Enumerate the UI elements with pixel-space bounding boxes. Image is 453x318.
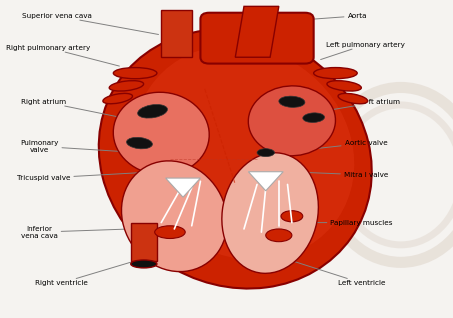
- Ellipse shape: [222, 153, 318, 273]
- Ellipse shape: [257, 149, 275, 156]
- Ellipse shape: [113, 67, 157, 79]
- Ellipse shape: [121, 161, 227, 272]
- FancyBboxPatch shape: [200, 13, 313, 64]
- Ellipse shape: [338, 93, 368, 104]
- Text: Left ventricle: Left ventricle: [294, 262, 386, 286]
- Ellipse shape: [109, 81, 144, 91]
- Text: Right ventricle: Right ventricle: [35, 255, 154, 286]
- Text: Pulmonary
valve: Pulmonary valve: [20, 140, 137, 153]
- Ellipse shape: [281, 211, 303, 222]
- Text: Papillary muscles: Papillary muscles: [304, 220, 393, 225]
- Ellipse shape: [138, 105, 168, 118]
- Text: Aorta: Aorta: [273, 13, 367, 22]
- Polygon shape: [235, 6, 279, 57]
- Text: Superior vena cava: Superior vena cava: [22, 13, 159, 34]
- Ellipse shape: [327, 81, 361, 91]
- Text: Right pulmonary artery: Right pulmonary artery: [6, 45, 120, 66]
- Ellipse shape: [266, 229, 292, 242]
- Ellipse shape: [113, 92, 209, 175]
- Ellipse shape: [126, 137, 152, 149]
- Text: Le ft atrium: Le ft atrium: [325, 99, 400, 111]
- Polygon shape: [131, 223, 157, 261]
- Text: Tricuspid valve: Tricuspid valve: [17, 172, 154, 181]
- Ellipse shape: [155, 226, 185, 238]
- Text: Inferior
vena cava: Inferior vena cava: [21, 226, 128, 238]
- Ellipse shape: [131, 260, 157, 268]
- Ellipse shape: [248, 86, 336, 156]
- Text: Aortic valve: Aortic valve: [282, 140, 387, 152]
- Ellipse shape: [303, 113, 324, 122]
- Polygon shape: [166, 178, 200, 197]
- Text: Mitra l valve: Mitra l valve: [290, 172, 388, 178]
- Ellipse shape: [99, 30, 372, 288]
- Ellipse shape: [313, 67, 357, 79]
- Text: Right atrium: Right atrium: [21, 99, 119, 117]
- Ellipse shape: [279, 96, 305, 107]
- Text: Left pulmonary artery: Left pulmonary artery: [321, 42, 405, 59]
- Polygon shape: [161, 10, 192, 57]
- Polygon shape: [248, 172, 283, 191]
- Ellipse shape: [103, 93, 133, 104]
- Ellipse shape: [134, 45, 354, 260]
